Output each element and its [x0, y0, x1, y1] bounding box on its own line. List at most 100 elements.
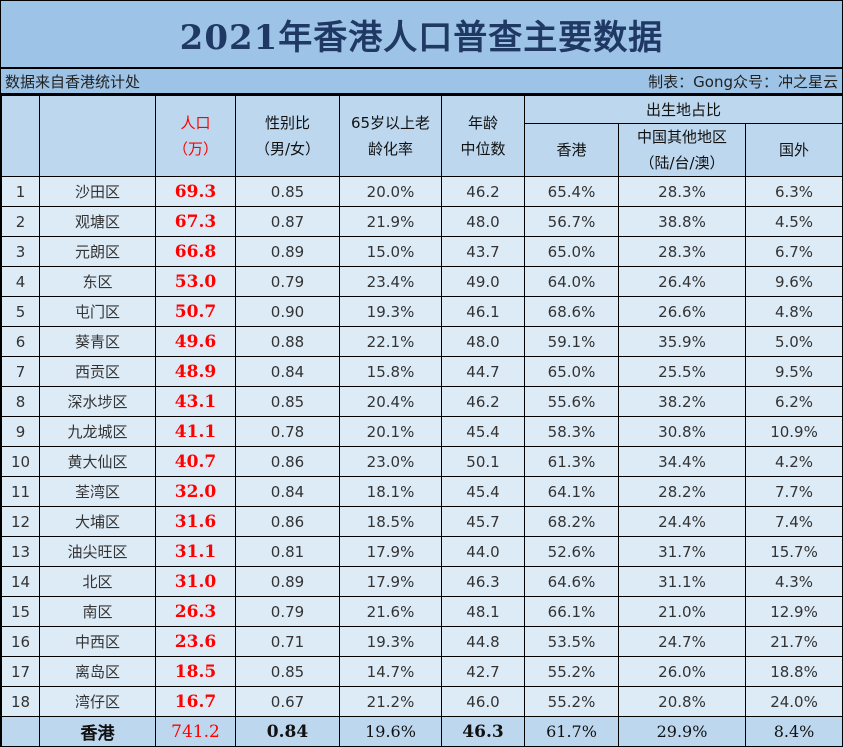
- cell-aging: 23.4%: [339, 266, 442, 297]
- cell-hk: 58.3%: [524, 416, 619, 447]
- cell-district: 屯门区: [39, 296, 156, 327]
- table-row: 4 东区 53.0 0.79 23.4% 49.0 64.0% 26.4% 9.6%: [1, 266, 843, 297]
- cell-district: 荃湾区: [39, 476, 156, 507]
- table-row: 12 大埔区 31.6 0.86 18.5% 45.7 68.2% 24.4% 7.4%: [1, 506, 843, 537]
- cell-population: 67.3: [155, 206, 236, 237]
- cell-sex-ratio: 0.85: [235, 176, 340, 207]
- cell-rank: 14: [1, 566, 40, 597]
- header-median-age-line2: 中位数: [460, 140, 506, 158]
- cell-hk: 53.5%: [524, 626, 619, 657]
- cell-foreign: 9.6%: [744, 266, 843, 297]
- cell-china: 26.4%: [618, 266, 746, 297]
- table-row: 17 离岛区 18.5 0.85 14.7% 42.7 55.2% 26.0% 18.8%: [1, 656, 843, 687]
- cell-sex-ratio: 0.67: [235, 686, 340, 717]
- cell-district: 沙田区: [39, 176, 156, 207]
- cell-aging: 20.4%: [339, 386, 442, 417]
- page-title: 2021年香港人口普查主要数据: [1, 1, 842, 69]
- cell-population: 66.8: [155, 236, 236, 267]
- cell-hk: 56.7%: [524, 206, 619, 237]
- table-row: 18 湾仔区 16.7 0.67 21.2% 46.0 55.2% 20.8% 24.0%: [1, 686, 843, 717]
- cell-foreign: 5.0%: [744, 326, 843, 357]
- cell-aging: 18.1%: [339, 476, 442, 507]
- cell-median-age: 43.7: [441, 236, 525, 267]
- cell-hk: 65.4%: [524, 176, 619, 207]
- header-population: 人口 （万）: [155, 95, 236, 177]
- cell-aging: 22.1%: [339, 326, 442, 357]
- cell-foreign: 4.8%: [744, 296, 843, 327]
- header-birthplace-china-line1: 中国其他地区: [636, 128, 727, 146]
- cell-foreign: 4.3%: [744, 566, 843, 597]
- cell-aging: 17.9%: [339, 566, 442, 597]
- header-district: [39, 95, 156, 177]
- cell-sex-ratio: 0.90: [235, 296, 340, 327]
- cell-foreign: 7.4%: [744, 506, 843, 537]
- cell-aging: 20.0%: [339, 176, 442, 207]
- cell-foreign: 10.9%: [744, 416, 843, 447]
- cell-rank: 7: [1, 356, 40, 387]
- table-row: 9 九龙城区 41.1 0.78 20.1% 45.4 58.3% 30.8% 10.9%: [1, 416, 843, 447]
- cell-sex-ratio: 0.81: [235, 536, 340, 567]
- table-row: 13 油尖旺区 31.1 0.81 17.9% 44.0 52.6% 31.7% 15.7%: [1, 536, 843, 567]
- cell-foreign: 8.4%: [744, 716, 843, 747]
- cell-china: 28.3%: [618, 176, 746, 207]
- cell-district: 深水埗区: [39, 386, 156, 417]
- cell-district: 油尖旺区: [39, 536, 156, 567]
- cell-china: 35.9%: [618, 326, 746, 357]
- cell-hk: 61.3%: [524, 446, 619, 477]
- cell-district: 西贡区: [39, 356, 156, 387]
- cell-district: 东区: [39, 266, 156, 297]
- cell-population: 41.1: [155, 416, 236, 447]
- cell-district: 观塘区: [39, 206, 156, 237]
- census-table: 人口 （万） 性别比 （男/女） 65岁以上老 龄化率 年龄 中位数 出生地占比: [1, 95, 843, 747]
- cell-china: 28.2%: [618, 476, 746, 507]
- cell-rank: 4: [1, 266, 40, 297]
- cell-foreign: 15.7%: [744, 536, 843, 567]
- cell-rank: 8: [1, 386, 40, 417]
- cell-rank: 1: [1, 176, 40, 207]
- cell-sex-ratio: 0.71: [235, 626, 340, 657]
- cell-population: 18.5: [155, 656, 236, 687]
- header-birthplace-china: 中国其他地区 （陆/台/澳）: [618, 123, 746, 177]
- cell-hk: 66.1%: [524, 596, 619, 627]
- cell-aging: 23.0%: [339, 446, 442, 477]
- header-aging-line1: 65岁以上老: [350, 114, 431, 132]
- cell-hk: 55.2%: [524, 656, 619, 687]
- cell-hk: 55.2%: [524, 686, 619, 717]
- cell-hk: 61.7%: [524, 716, 619, 747]
- cell-sex-ratio: 0.88: [235, 326, 340, 357]
- cell-china: 29.9%: [618, 716, 746, 747]
- cell-sex-ratio: 0.84: [235, 476, 340, 507]
- cell-population: 69.3: [155, 176, 236, 207]
- cell-sex-ratio: 0.78: [235, 416, 340, 447]
- table-row: 7 西贡区 48.9 0.84 15.8% 44.7 65.0% 25.5% 9.5%: [1, 356, 843, 387]
- cell-aging: 19.3%: [339, 626, 442, 657]
- cell-aging: 19.6%: [339, 716, 442, 747]
- table-row: 14 北区 31.0 0.89 17.9% 46.3 64.6% 31.1% 4.3%: [1, 566, 843, 597]
- cell-rank: 12: [1, 506, 40, 537]
- cell-aging: 15.0%: [339, 236, 442, 267]
- cell-population: 32.0: [155, 476, 236, 507]
- cell-china: 31.1%: [618, 566, 746, 597]
- cell-rank: 11: [1, 476, 40, 507]
- cell-aging: 19.3%: [339, 296, 442, 327]
- table-row: 6 葵青区 49.6 0.88 22.1% 48.0 59.1% 35.9% 5.0%: [1, 326, 843, 357]
- cell-median-age: 45.4: [441, 476, 525, 507]
- cell-rank: [1, 716, 40, 747]
- cell-median-age: 48.0: [441, 206, 525, 237]
- header-birthplace-foreign: 国外: [744, 123, 843, 177]
- cell-district: 湾仔区: [39, 686, 156, 717]
- header-index: [1, 95, 40, 177]
- cell-population: 48.9: [155, 356, 236, 387]
- header-sex-ratio-line2: （男/女）: [254, 140, 321, 158]
- cell-rank: 13: [1, 536, 40, 567]
- cell-median-age: 44.0: [441, 536, 525, 567]
- cell-median-age: 46.1: [441, 296, 525, 327]
- cell-hk: 59.1%: [524, 326, 619, 357]
- cell-rank: 9: [1, 416, 40, 447]
- cell-population: 26.3: [155, 596, 236, 627]
- cell-sex-ratio: 0.84: [235, 356, 340, 387]
- source-note: 数据来自香港统计处: [5, 72, 141, 91]
- table-row: 3 元朗区 66.8 0.89 15.0% 43.7 65.0% 28.3% 6.7%: [1, 236, 843, 267]
- cell-foreign: 4.5%: [744, 206, 843, 237]
